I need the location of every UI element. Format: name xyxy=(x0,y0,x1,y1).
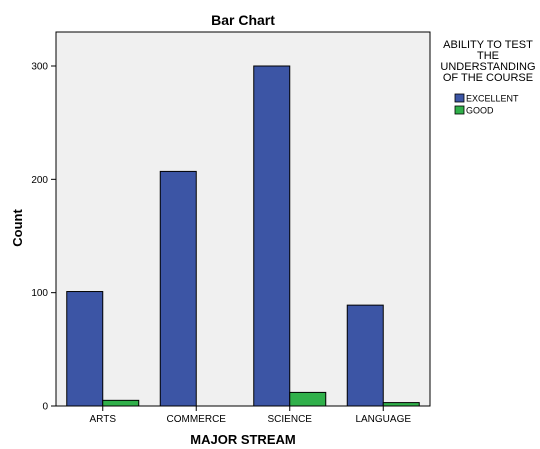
x-tick-label: SCIENCE xyxy=(268,414,313,425)
x-axis-title: MAJOR STREAM xyxy=(190,432,295,447)
y-tick-label: 0 xyxy=(42,402,48,413)
bar-excellent-arts xyxy=(66,291,104,407)
bar-excellent-language xyxy=(346,304,384,407)
legend-title-line: OF THE COURSE xyxy=(443,72,533,84)
x-tick-label: ARTS xyxy=(90,414,117,425)
legend-label-excellent: EXCELLENT xyxy=(466,94,519,104)
bar-excellent-science xyxy=(253,65,291,407)
x-tick-label: COMMERCE xyxy=(167,414,227,425)
y-tick-label: 100 xyxy=(31,288,48,299)
legend-swatch-excellent xyxy=(454,93,465,103)
legend-title-line: ABILITY TO TEST xyxy=(443,39,533,51)
x-axis: ARTS COMMERCE SCIENCE LANGUAGE xyxy=(90,406,411,425)
bar-excellent-commerce xyxy=(159,170,197,407)
legend-label-good: GOOD xyxy=(466,106,494,116)
legend-title-line: THE xyxy=(477,50,499,62)
bars xyxy=(66,65,420,407)
legend-title-line: UNDERSTANDING xyxy=(440,61,535,73)
bar-good-language xyxy=(382,402,420,407)
bar-good-science xyxy=(289,391,327,407)
bar-good-arts xyxy=(102,399,140,407)
x-tick-label: LANGUAGE xyxy=(355,414,411,425)
y-tick-label: 200 xyxy=(31,175,48,186)
chart-title: Bar Chart xyxy=(211,12,275,28)
y-axis: 0 100 200 300 xyxy=(31,62,56,413)
y-axis-title: Count xyxy=(10,209,25,247)
y-tick-label: 300 xyxy=(31,62,48,73)
legend-swatch-good xyxy=(454,105,465,115)
